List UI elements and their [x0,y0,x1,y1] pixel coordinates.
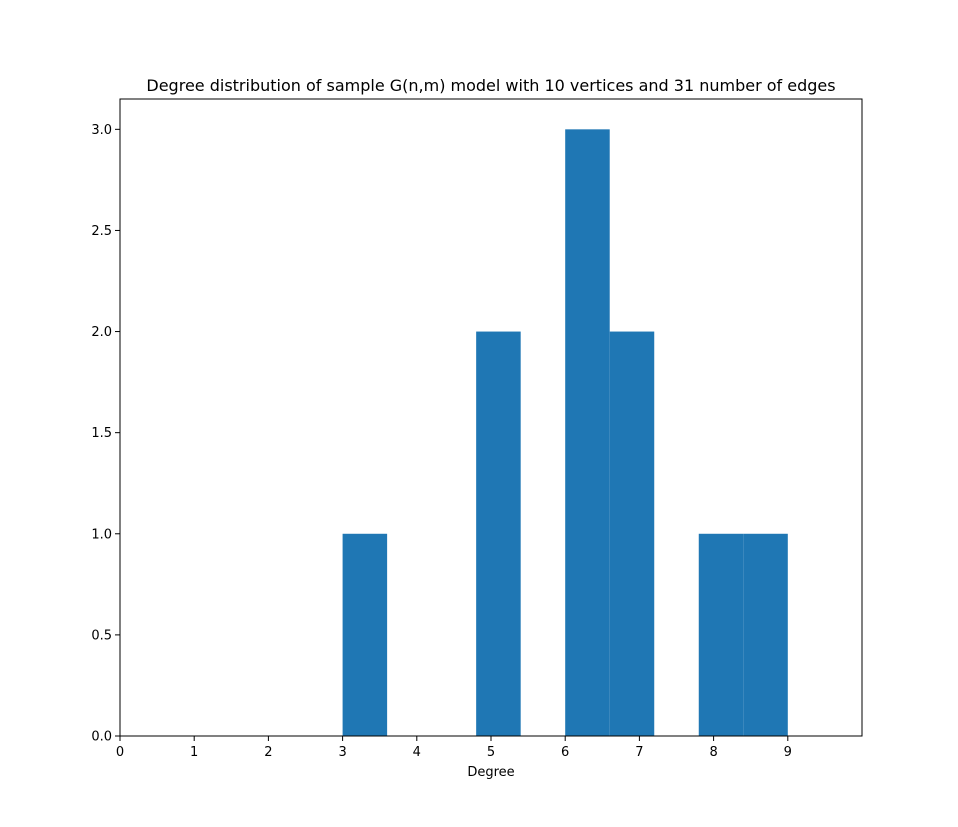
x-tick-label: 7 [635,745,643,760]
y-tick-label: 1.0 [91,527,112,542]
x-tick-label: 2 [264,745,272,760]
x-tick-label: 6 [561,745,569,760]
histogram-bar [565,129,610,737]
x-tick-label: 0 [116,745,124,760]
histogram-bar [609,331,655,736]
x-tick-label: 3 [338,745,346,760]
y-tick-label: 1.5 [91,426,112,441]
x-tick-label: 9 [784,745,792,760]
x-tick-label: 1 [190,745,198,760]
histogram-bar [743,533,788,736]
y-axis-ticks: 0.0 0.5 1.0 1.5 2.0 2.5 3.0 [91,123,120,745]
chart-title: Degree distribution of sample G(n,m) mod… [146,76,835,95]
bars-group [342,129,788,737]
x-tick-label: 8 [709,745,717,760]
y-tick-label: 0.0 [91,730,112,745]
y-tick-label: 3.0 [91,123,112,138]
x-tick-label: 4 [413,745,421,760]
x-axis-title: Degree [467,765,514,780]
histogram-bar [698,533,744,736]
y-tick-label: 2.5 [91,224,112,239]
y-tick-label: 0.5 [91,628,112,643]
x-axis-ticks: 0 1 2 3 4 5 6 7 8 9 [116,736,792,760]
histogram-bar [342,533,388,736]
x-tick-label: 5 [487,745,495,760]
histogram-bar [476,331,521,736]
y-tick-label: 2.0 [91,325,112,340]
plot-frame [119,98,863,737]
